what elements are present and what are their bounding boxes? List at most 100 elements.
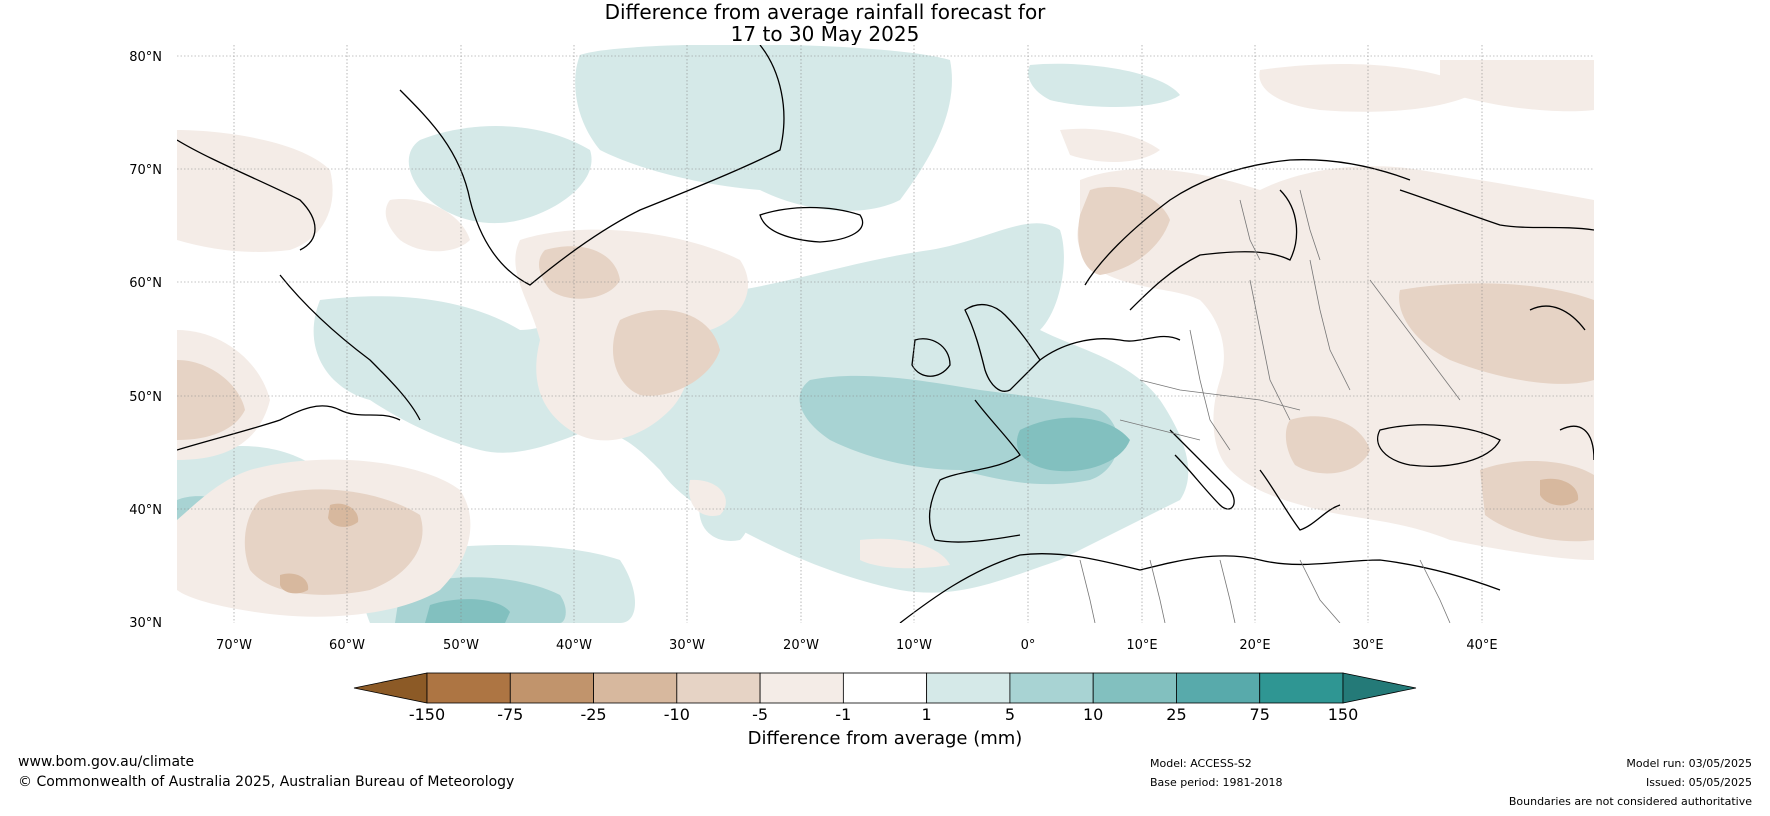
lon-label: 40°W	[556, 638, 592, 653]
coastline-layer	[177, 45, 1594, 623]
anomaly-wet-region	[313, 223, 1189, 593]
coastline-iceland	[759, 206, 864, 243]
colorbar-cell	[593, 672, 678, 704]
model-name: Model: ACCESS-S2	[1150, 757, 1252, 770]
colorbar-arrow-right	[1342, 672, 1417, 704]
country-border	[1369, 279, 1461, 401]
colorbar-cell	[676, 672, 761, 704]
coastline-baffin	[177, 139, 316, 251]
country-border	[1419, 559, 1451, 623]
anomaly-dry-region-strong	[1285, 416, 1370, 474]
model-run-date: Model run: 03/05/2025	[1626, 757, 1752, 770]
anomaly-dry-region	[1440, 60, 1594, 112]
coastline-western-europe	[1039, 335, 1181, 361]
coastline-ireland	[911, 338, 951, 377]
lon-label: 20°E	[1239, 638, 1270, 653]
anomaly-dry-region-stronger	[280, 573, 309, 594]
issued-date: Issued: 05/05/2025	[1645, 776, 1752, 789]
longitude-labels: 70°W 60°W 50°W 40°W 30°W 20°W 10°W 0° 10…	[216, 638, 1498, 653]
country-border	[1079, 559, 1096, 623]
coastline-norway	[1084, 159, 1411, 286]
colorbar-tick-label: -150	[409, 705, 445, 724]
coastline-france-iberia	[928, 399, 1021, 543]
rainfall-anomaly-layer	[177, 45, 1594, 623]
colorbar-cell	[426, 672, 511, 704]
anomaly-dry-region-strong	[1480, 460, 1594, 542]
colorbar-arrow-left	[353, 672, 428, 704]
lon-label: 10°W	[896, 638, 932, 653]
lon-label: 10°E	[1126, 638, 1157, 653]
map-title-line-1: Difference from average rainfall forecas…	[604, 0, 1046, 24]
coastline-arctic-russia	[1399, 189, 1594, 231]
latitude-labels: 80°N 70°N 60°N 50°N 40°N 30°N	[129, 50, 162, 631]
lon-label: 70°W	[216, 638, 252, 653]
coastline-novaya-region	[1529, 305, 1586, 331]
colorbar-title: Difference from average (mm)	[747, 728, 1023, 749]
boundary-disclaimer: Boundaries are not considered authoritat…	[1508, 795, 1752, 808]
country-border	[1189, 329, 1231, 451]
coastline-labrador	[279, 274, 421, 421]
coastline-sweden-finland	[1129, 189, 1298, 311]
map-title-line-2: 17 to 30 May 2025	[730, 22, 920, 46]
lat-label: 70°N	[129, 163, 162, 178]
lat-label: 40°N	[129, 503, 162, 518]
colorbar-cell	[842, 672, 928, 704]
anomaly-dry-region	[860, 538, 950, 569]
country-border	[1149, 559, 1166, 623]
colorbar-tick-label: 75	[1250, 705, 1270, 724]
coastline-greece	[1259, 469, 1341, 531]
colorbar-tick-label: -10	[664, 705, 690, 724]
country-border	[1219, 559, 1236, 623]
anomaly-dry-region	[1259, 64, 1480, 112]
colorbar-cell	[1259, 672, 1344, 704]
coastline-newfoundland	[177, 405, 401, 451]
coastline-north-africa	[899, 553, 1501, 623]
lon-label: 60°W	[329, 638, 365, 653]
lon-label: 20°W	[783, 638, 819, 653]
anomaly-dry-region-stronger	[1540, 478, 1579, 506]
country-border	[1119, 419, 1201, 441]
colorbar-tick-label: 25	[1166, 705, 1186, 724]
anomaly-dry-region	[1060, 128, 1160, 162]
lon-label: 30°W	[669, 638, 705, 653]
anomaly-dry-region-strong	[177, 360, 245, 440]
colorbar-tick-label: 1	[922, 705, 932, 724]
lon-label: 40°E	[1466, 638, 1497, 653]
colorbar-tick-label: 10	[1083, 705, 1103, 724]
colorbar-cell	[1176, 672, 1261, 704]
country-border	[1239, 199, 1261, 261]
colorbar-tick-label: -25	[580, 705, 606, 724]
lat-label: 50°N	[129, 390, 162, 405]
colorbar-tick-label: 5	[1005, 705, 1015, 724]
lon-label: 0°	[1021, 638, 1036, 653]
anomaly-wet-region	[1028, 63, 1180, 107]
colorbar-cell	[926, 672, 1011, 704]
colorbar-cell	[509, 672, 594, 704]
country-border	[1299, 559, 1341, 623]
anomaly-wet-region-stronger	[425, 599, 510, 623]
anomaly-dry-region-strong	[1078, 186, 1170, 275]
coastline-greenland	[399, 45, 785, 286]
coastline-italy	[1169, 429, 1235, 510]
anomaly-dry-region	[689, 479, 726, 516]
anomaly-wet-region-stronger	[1016, 417, 1130, 472]
colorbar-tick-label: -1	[835, 705, 851, 724]
anomaly-wet-region	[408, 126, 592, 224]
colorbar-tick-label: -75	[497, 705, 523, 724]
anomaly-dry-region	[385, 199, 470, 252]
lat-label: 80°N	[129, 50, 162, 65]
coastline-britain	[964, 303, 1041, 392]
anomaly-dry-region-strong	[1399, 283, 1594, 384]
lat-label: 60°N	[129, 276, 162, 291]
country-border	[1299, 189, 1321, 261]
country-border	[1309, 259, 1351, 391]
base-period: Base period: 1981-2018	[1150, 776, 1283, 789]
footer-copyright: © Commonwealth of Australia 2025, Austra…	[18, 774, 515, 790]
colorbar-cell	[1009, 672, 1094, 704]
country-borders	[1079, 189, 1461, 623]
colorbar-tick-label: -5	[752, 705, 768, 724]
footer-url[interactable]: www.bom.gov.au/climate	[18, 754, 195, 770]
anomaly-dry-region	[1077, 166, 1594, 560]
lon-label: 30°E	[1352, 638, 1383, 653]
